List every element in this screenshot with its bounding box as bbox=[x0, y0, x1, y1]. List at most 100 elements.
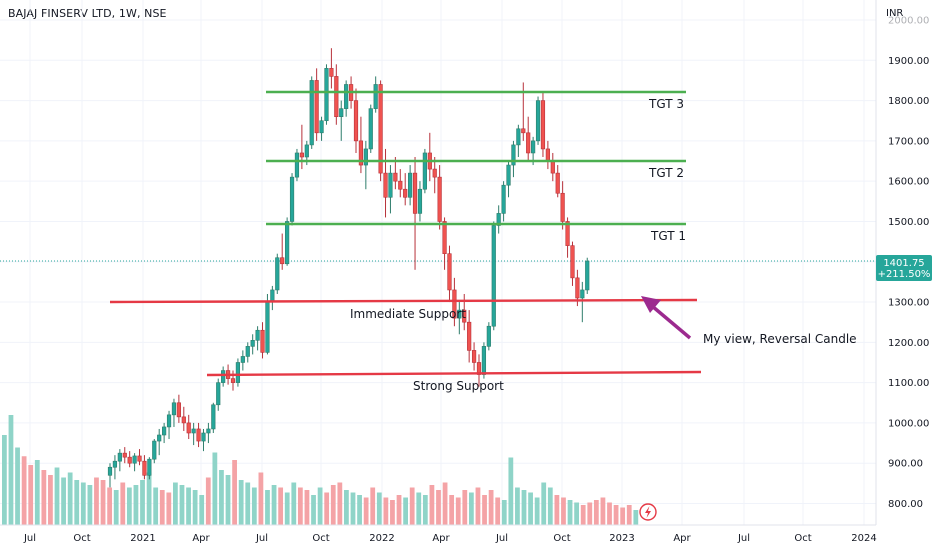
volume-bar bbox=[159, 490, 165, 525]
candle bbox=[324, 68, 329, 122]
volume-bar bbox=[34, 460, 40, 525]
volume-bar bbox=[278, 487, 284, 525]
volume-bar bbox=[580, 505, 586, 525]
symbol-title: BAJAJ FINSERV LTD, 1W, NSE bbox=[8, 7, 167, 20]
arrow-head bbox=[641, 296, 661, 313]
volume-bar bbox=[238, 480, 244, 525]
price-tick-label: 1100.00 bbox=[888, 378, 929, 389]
volume-bar bbox=[324, 492, 330, 525]
price-tick-label: 1900.00 bbox=[888, 56, 929, 67]
volume-bar bbox=[245, 482, 251, 525]
candle bbox=[403, 188, 408, 198]
level-line[interactable] bbox=[206, 370, 702, 377]
candle bbox=[383, 172, 388, 198]
volume-bar bbox=[501, 500, 507, 525]
price-tick-label: 1200.00 bbox=[888, 338, 929, 349]
candle bbox=[191, 428, 196, 434]
volume-bar bbox=[383, 497, 389, 525]
volume-bars bbox=[2, 415, 639, 525]
candle bbox=[329, 68, 334, 77]
volume-bar bbox=[416, 492, 422, 525]
candle bbox=[152, 440, 157, 460]
annotation-text: My view, Reversal Candle bbox=[703, 332, 857, 346]
candle bbox=[132, 455, 137, 464]
volume-bar bbox=[390, 500, 395, 525]
volume-bar bbox=[475, 487, 481, 525]
volume-bar bbox=[534, 497, 540, 525]
volume-bar bbox=[153, 487, 159, 525]
candle bbox=[171, 402, 177, 416]
candle bbox=[275, 257, 280, 291]
volume-bar bbox=[528, 492, 533, 525]
volume-bar bbox=[311, 495, 316, 525]
candle bbox=[432, 168, 437, 178]
candle bbox=[230, 378, 236, 383]
candle bbox=[560, 192, 565, 222]
candle bbox=[107, 466, 113, 476]
candle bbox=[471, 350, 477, 363]
price-tick-label: 800.00 bbox=[888, 499, 923, 510]
candle bbox=[378, 84, 383, 174]
volume-bar bbox=[179, 485, 185, 525]
volume-bar bbox=[146, 472, 152, 525]
volume-bar bbox=[488, 490, 494, 525]
candle bbox=[334, 76, 339, 118]
volume-bar bbox=[107, 487, 113, 525]
candle bbox=[157, 434, 162, 442]
candle bbox=[285, 221, 290, 265]
volume-bar bbox=[593, 500, 599, 525]
volume-bar bbox=[199, 495, 205, 525]
candle bbox=[299, 152, 304, 158]
candle bbox=[516, 128, 521, 146]
volume-bar bbox=[67, 472, 73, 525]
candle bbox=[555, 172, 560, 194]
candle bbox=[447, 253, 452, 291]
candle bbox=[280, 257, 285, 265]
price-tick-label: 1300.00 bbox=[888, 298, 929, 309]
level-label: Strong Support bbox=[413, 379, 504, 393]
candle bbox=[467, 321, 472, 351]
candle bbox=[147, 458, 152, 476]
candle bbox=[319, 120, 324, 134]
candle bbox=[496, 213, 501, 226]
volume-bar bbox=[620, 507, 626, 525]
time-tick-label: Jul bbox=[23, 533, 36, 544]
volume-bar bbox=[87, 485, 93, 525]
arrow-shaft bbox=[650, 304, 692, 340]
volume-bar bbox=[133, 485, 139, 525]
volume-bar bbox=[403, 497, 408, 525]
currency-label: INR bbox=[886, 8, 903, 19]
candle bbox=[206, 428, 211, 434]
lightning-icon[interactable] bbox=[639, 503, 657, 521]
volume-bar bbox=[304, 490, 310, 525]
volume-bar bbox=[567, 500, 573, 525]
time-tick-label: 2024 bbox=[851, 533, 876, 544]
volume-bar bbox=[337, 482, 343, 525]
volume-bar bbox=[8, 415, 14, 525]
candle bbox=[486, 325, 491, 347]
volume-bar bbox=[120, 482, 126, 525]
level-line[interactable] bbox=[109, 298, 698, 304]
time-tick-label: Oct bbox=[73, 533, 90, 544]
time-axis: Jul Oct 2021 Apr Jul Oct 2022 Apr Jul Oct 2023 Apr J… bbox=[23, 533, 877, 544]
candle bbox=[245, 346, 250, 357]
volume-bar bbox=[600, 497, 606, 525]
volume-bar bbox=[350, 492, 356, 525]
volume-bar bbox=[21, 456, 27, 525]
volume-bar bbox=[212, 452, 218, 525]
time-tick-label: Oct bbox=[312, 533, 329, 544]
volume-bar bbox=[547, 487, 553, 525]
candle bbox=[393, 172, 398, 182]
volume-bar bbox=[284, 492, 290, 525]
candle bbox=[265, 301, 270, 353]
candle bbox=[437, 176, 442, 222]
candle bbox=[521, 128, 526, 134]
candle bbox=[585, 260, 590, 291]
volume-bar bbox=[455, 497, 461, 525]
candle bbox=[363, 148, 368, 166]
candle bbox=[250, 340, 255, 347]
volume-bar bbox=[317, 487, 323, 525]
time-tick-label: 2023 bbox=[609, 533, 634, 544]
grid bbox=[0, 0, 876, 525]
